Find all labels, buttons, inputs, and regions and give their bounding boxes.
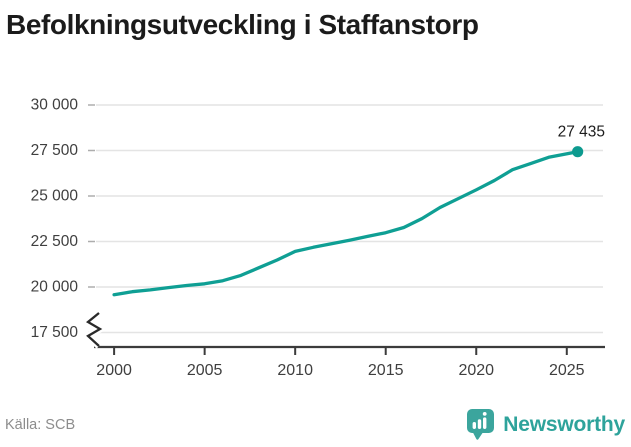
footer: Källa: SCB Newsworthy xyxy=(0,408,631,441)
y-axis-tick-label: 27 500 xyxy=(31,142,79,159)
x-axis-tick-label: 2015 xyxy=(368,362,404,379)
newsworthy-wordmark: Newsworthy xyxy=(503,412,625,436)
y-axis-tick-label: 25 000 xyxy=(31,188,79,205)
x-axis-tick-label: 2000 xyxy=(96,362,132,379)
x-axis-tick-label: 2010 xyxy=(277,362,313,379)
population-line xyxy=(112,150,580,297)
source-caption: Källa: SCB xyxy=(5,416,76,433)
latest-value-label: 27 435 xyxy=(558,124,605,141)
y-axis-tick-label: 20 000 xyxy=(31,279,79,296)
population-chart: 17 500 20 000 22 500 25 000 27 500 30 000 2000… xyxy=(0,85,631,395)
x-axis-tick-label: 2020 xyxy=(458,362,494,379)
y-axis-tick-label: 30 000 xyxy=(31,97,79,114)
latest-point-marker xyxy=(572,146,584,158)
y-axis-tick-label: 22 500 xyxy=(31,233,79,250)
x-axis-tick-label: 2005 xyxy=(187,362,223,379)
x-axis-tick-label: 2025 xyxy=(549,362,585,379)
y-axis-tick-label: 17 500 xyxy=(31,324,79,341)
newsworthy-logo[interactable]: Newsworthy xyxy=(465,408,625,441)
population-chart-canvas: 17 500 20 000 22 500 25 000 27 500 30 000 2000… xyxy=(31,97,605,379)
axis-break-icon xyxy=(85,312,103,347)
page-title: Befolkningsutveckling i Staffanstorp xyxy=(6,9,479,40)
bar-chart-speech-bubble-icon xyxy=(467,409,495,440)
